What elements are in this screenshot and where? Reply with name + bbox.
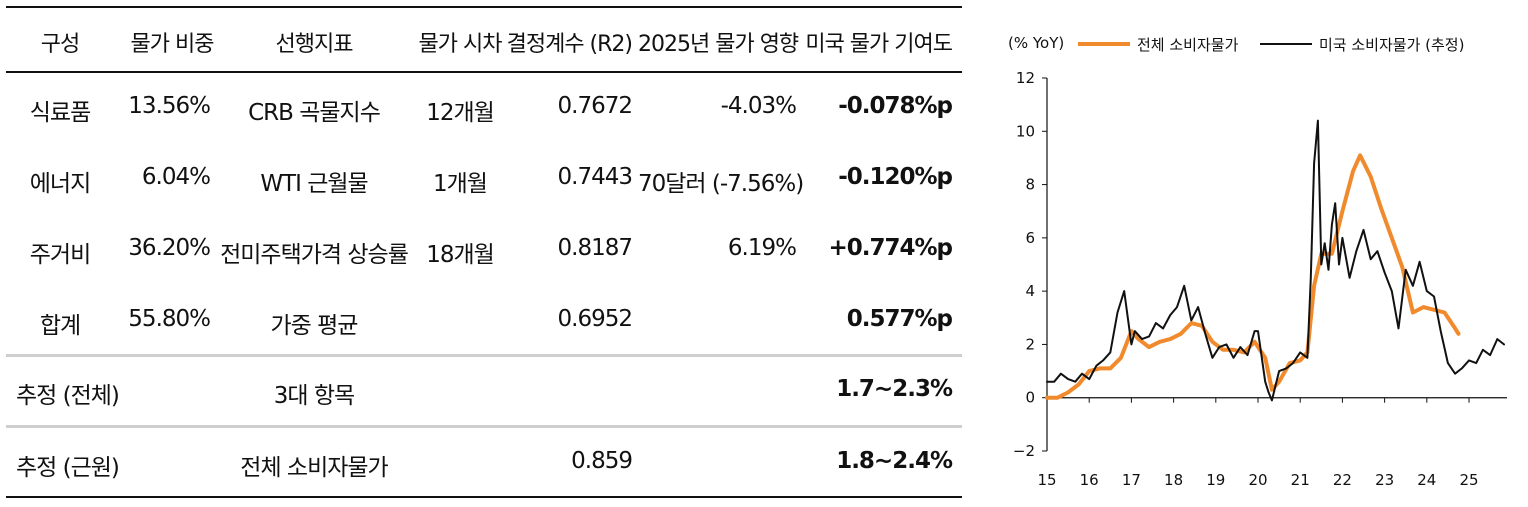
cell-contribution: 0.577%p bbox=[846, 306, 953, 332]
cell-indicator: 가중 평균 bbox=[270, 313, 359, 339]
header-r2: 결정계수 (R2) bbox=[506, 32, 633, 57]
y-tick-label: 8 bbox=[1025, 176, 1035, 194]
x-tick-label: 24 bbox=[1417, 471, 1436, 489]
table-section-separator bbox=[6, 425, 962, 428]
cell-estimate-range: 1.8~2.4% bbox=[836, 448, 953, 474]
chart-lines bbox=[1045, 119, 1505, 402]
cell-estimate-label: 추정 (전체) bbox=[16, 383, 120, 409]
cell-estimate-basis: 전체 소비자물가 bbox=[240, 455, 388, 481]
inflation-chart: (% YoY) 전체 소비자물가 미국 소비자물가 (추정) −2 0 2 4 6 8 10… bbox=[980, 0, 1528, 507]
y-tick-label: 10 bbox=[1016, 122, 1035, 140]
y-tick-label: −2 bbox=[1013, 442, 1035, 460]
cell-r2: 0.6952 bbox=[557, 306, 633, 332]
cell-weight: 6.04% bbox=[141, 164, 211, 190]
y-tick-label: 6 bbox=[1025, 229, 1035, 247]
table-section-separator bbox=[6, 354, 962, 357]
y-tick-label: 4 bbox=[1025, 282, 1035, 300]
cell-r2: 0.859 bbox=[571, 448, 633, 474]
x-tick-label: 21 bbox=[1291, 471, 1310, 489]
cell-2025-impact: 6.19% bbox=[727, 235, 797, 261]
contribution-table: 구성 물가 비중 선행지표 물가 시차 결정계수 (R2) 2025년 물가 영… bbox=[6, 6, 962, 498]
cell-2025-impact: -4.03% bbox=[720, 93, 797, 119]
legend-label-estimate: 미국 소비자물가 (추정) bbox=[1319, 36, 1464, 54]
header-leading-indicator: 선행지표 bbox=[275, 32, 354, 57]
y-tick-label: 12 bbox=[1016, 69, 1035, 87]
cell-component: 에너지 bbox=[29, 171, 91, 197]
x-tick-label: 25 bbox=[1459, 471, 1478, 489]
legend-label-cpi: 전체 소비자물가 bbox=[1137, 36, 1239, 54]
cell-estimate-basis: 3대 항목 bbox=[273, 383, 355, 409]
table-top-rule bbox=[6, 6, 962, 8]
header-lag: 물가 시차 bbox=[418, 32, 503, 57]
cell-estimate-range: 1.7~2.3% bbox=[836, 376, 953, 402]
cell-lag: 12개월 bbox=[426, 100, 495, 126]
header-weight: 물가 비중 bbox=[130, 32, 215, 57]
cell-lag: 1개월 bbox=[433, 171, 488, 197]
cell-contribution: +0.774%p bbox=[828, 235, 953, 261]
table-header-rule bbox=[6, 71, 962, 73]
series-line-estimate bbox=[1046, 119, 1505, 402]
cell-r2: 0.7672 bbox=[557, 93, 633, 119]
header-component: 구성 bbox=[40, 32, 80, 57]
series-line-cpi bbox=[1045, 153, 1461, 400]
cell-contribution: -0.120%p bbox=[838, 164, 953, 190]
cell-component: 식료품 bbox=[29, 100, 91, 126]
x-tick-label: 16 bbox=[1080, 471, 1099, 489]
cell-component: 주거비 bbox=[29, 242, 91, 268]
cell-estimate-label: 추정 (근원) bbox=[16, 455, 120, 481]
cell-indicator: CRB 곡물지수 bbox=[248, 100, 381, 126]
chart-svg: (% YoY) 전체 소비자물가 미국 소비자물가 (추정) −20246810… bbox=[1008, 34, 1507, 489]
cell-r2: 0.8187 bbox=[557, 235, 633, 261]
cell-component: 합계 bbox=[39, 313, 81, 339]
x-tick-label: 23 bbox=[1375, 471, 1394, 489]
header-2025-impact: 2025년 물가 영향 bbox=[638, 32, 799, 57]
table-bottom-rule bbox=[6, 496, 962, 498]
x-tick-label: 15 bbox=[1037, 471, 1056, 489]
y-unit-label: (% YoY) bbox=[1008, 34, 1064, 52]
x-tick-label: 22 bbox=[1333, 471, 1352, 489]
cell-lag: 18개월 bbox=[426, 242, 495, 268]
x-tick-label: 20 bbox=[1248, 471, 1267, 489]
cell-contribution: -0.078%p bbox=[838, 93, 953, 119]
cell-weight: 13.56% bbox=[128, 93, 211, 119]
cell-indicator: WTI 근월물 bbox=[260, 171, 368, 197]
y-tick-label: 0 bbox=[1025, 389, 1035, 407]
x-tick-label: 18 bbox=[1164, 471, 1183, 489]
y-tick-label: 2 bbox=[1025, 335, 1035, 353]
cell-weight: 55.80% bbox=[128, 306, 211, 332]
cell-2025-impact: 70달러 (-7.56%) bbox=[638, 171, 804, 197]
cell-indicator: 전미주택가격 상승률 bbox=[220, 242, 409, 268]
cell-r2: 0.7443 bbox=[557, 164, 633, 190]
x-tick-label: 19 bbox=[1206, 471, 1225, 489]
x-tick-label: 17 bbox=[1122, 471, 1141, 489]
header-contribution: 미국 물가 기여도 bbox=[805, 32, 953, 57]
cell-weight: 36.20% bbox=[128, 235, 211, 261]
